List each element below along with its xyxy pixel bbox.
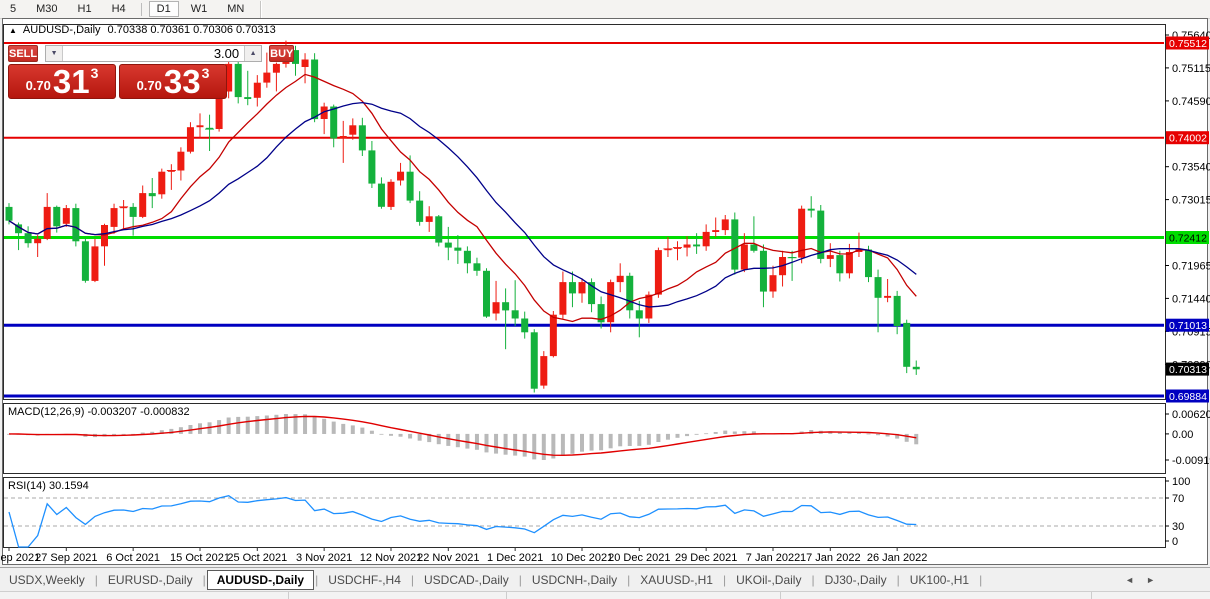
svg-text:30: 30	[1172, 521, 1184, 533]
timeframe-button-w1[interactable]: W1	[190, 3, 208, 15]
svg-text:0.71965: 0.71965	[1172, 261, 1210, 273]
svg-text:MACD(12,26,9) -0.003207 -0.000: MACD(12,26,9) -0.003207 -0.000832	[8, 406, 190, 418]
tab-separator: |	[315, 573, 319, 587]
status-segment	[0, 592, 289, 599]
svg-text:15 Oct 2021: 15 Oct 2021	[170, 552, 230, 564]
tab-separator: |	[410, 573, 415, 587]
bid-price-pips: 31	[52, 63, 90, 100]
ask-price-button[interactable]: 0.70 33 3	[119, 64, 227, 99]
tab-separator: |	[627, 573, 631, 587]
volume-decrease-icon[interactable]: ▼	[46, 46, 64, 61]
tab-usdcnh-daily[interactable]: USDCNH-,Daily	[531, 573, 618, 587]
svg-text:0.73015: 0.73015	[1172, 195, 1210, 207]
tab-separator: |	[518, 573, 522, 587]
tab-separator: |	[896, 573, 900, 587]
chart-ohlc-values: 0.70338 0.70361 0.70306 0.70313	[107, 24, 276, 36]
timeframe-button-m30[interactable]: M30	[36, 3, 58, 15]
chart-title: ▲ AUDUSD-,Daily 0.70338 0.70361 0.70306 …	[9, 24, 276, 36]
svg-text:0.70313: 0.70313	[1169, 364, 1207, 376]
svg-text:7 Jan 2022: 7 Jan 2022	[746, 552, 800, 564]
timeframe-button-d1[interactable]: D1	[148, 1, 179, 17]
svg-text:25 Oct 2021: 25 Oct 2021	[227, 552, 287, 564]
svg-text:27 Sep 2021: 27 Sep 2021	[35, 552, 97, 564]
svg-text:22 Nov 2021: 22 Nov 2021	[417, 552, 479, 564]
svg-text:100: 100	[1172, 476, 1190, 488]
status-segment	[781, 592, 1092, 599]
ask-price-prefix: 0.70	[136, 78, 162, 93]
svg-text:0.71013: 0.71013	[1169, 320, 1207, 332]
tab-usdchf-h4[interactable]: USDCHF-,H4	[328, 573, 401, 587]
volume-input[interactable]	[63, 46, 245, 61]
timeframe-button-h1[interactable]: H1	[77, 3, 92, 15]
svg-text:0.71440: 0.71440	[1172, 293, 1210, 305]
svg-text:26 Jan 2022: 26 Jan 2022	[867, 552, 928, 564]
bid-price-button[interactable]: 0.70 31 3	[8, 64, 116, 99]
chart-symbol-label: AUDUSD-,Daily	[22, 24, 101, 36]
one-click-trade-panel: SELL ▼ ▲ BUY 0.70 31 3 0.70 33 3	[8, 45, 295, 99]
tab-separator: |	[722, 573, 727, 587]
tab-scroll-left-icon[interactable]: ◄	[1125, 575, 1135, 585]
tab-usdx-weekly[interactable]: USDX,Weekly	[9, 573, 85, 587]
timeframe-toolbar: 5 M30 H1 H4 D1 W1 MN	[0, 0, 1210, 19]
tab-uk100-h1[interactable]: UK100-,H1	[909, 573, 970, 587]
bid-price-prefix: 0.70	[25, 78, 51, 93]
svg-text:0.00: 0.00	[1172, 429, 1193, 441]
tab-separator: |	[94, 573, 98, 587]
timeframe-button-mn[interactable]: MN	[227, 3, 245, 15]
svg-text:RSI(14) 30.1594: RSI(14) 30.1594	[8, 480, 89, 492]
svg-text:0.74590: 0.74590	[1172, 96, 1210, 108]
ask-price-pips: 33	[163, 63, 201, 100]
svg-text:12 Nov 2021: 12 Nov 2021	[360, 552, 422, 564]
svg-text:0.74002: 0.74002	[1169, 133, 1207, 145]
svg-text:17 Jan 2022: 17 Jan 2022	[800, 552, 861, 564]
status-segment	[507, 592, 781, 599]
volume-stepper: ▼ ▲	[45, 45, 263, 62]
svg-text:0.006201: 0.006201	[1172, 409, 1210, 421]
tab-scroll-right-icon[interactable]: ►	[1146, 575, 1155, 585]
status-bar	[0, 591, 1210, 599]
tab-separator: |	[811, 573, 815, 587]
svg-text:0.72412: 0.72412	[1169, 233, 1207, 245]
sell-button[interactable]: SELL	[8, 45, 39, 62]
chart-tab-bar: USDX,Weekly | EURUSD-,Daily | AUDUSD-,Daily |…	[0, 567, 1210, 592]
svg-text:0.69884: 0.69884	[1169, 391, 1207, 403]
tab-ukoil-daily[interactable]: UKOil-,Daily	[736, 573, 802, 587]
volume-increase-icon[interactable]: ▲	[244, 46, 262, 61]
tab-separator: |	[979, 573, 983, 587]
svg-text:10 Dec 2021: 10 Dec 2021	[551, 552, 613, 564]
svg-text:0.75115: 0.75115	[1172, 63, 1210, 75]
svg-text:6 Oct 2021: 6 Oct 2021	[106, 552, 160, 564]
toolbar-section-divider	[260, 0, 263, 18]
buy-button[interactable]: BUY	[269, 45, 295, 62]
svg-text:29 Dec 2021: 29 Dec 2021	[675, 552, 737, 564]
collapse-arrow-icon[interactable]: ▲	[9, 25, 17, 35]
svg-text:-0.009197: -0.009197	[1172, 455, 1210, 467]
timeframe-button-5[interactable]: 5	[10, 3, 17, 15]
tab-eurusd-daily[interactable]: EURUSD-,Daily	[107, 573, 193, 587]
svg-text:1 Dec 2021: 1 Dec 2021	[487, 552, 543, 564]
ask-price-point: 3	[201, 65, 210, 81]
tab-audusd-daily[interactable]: AUDUSD-,Daily	[206, 570, 315, 590]
svg-text:17 Sep 2021: 17 Sep 2021	[0, 552, 40, 564]
svg-text:3 Nov 2021: 3 Nov 2021	[296, 552, 352, 564]
svg-text:20 Dec 2021: 20 Dec 2021	[608, 552, 670, 564]
tab-dj30-daily[interactable]: DJ30-,Daily	[824, 573, 887, 587]
svg-text:70: 70	[1172, 493, 1184, 505]
tab-xauusd-h1[interactable]: XAUUSD-,H1	[640, 573, 713, 587]
svg-text:0: 0	[1172, 536, 1178, 548]
svg-text:0.75512: 0.75512	[1169, 38, 1207, 50]
timeframe-button-h4[interactable]: H4	[111, 3, 126, 15]
tab-usdcad-daily[interactable]: USDCAD-,Daily	[424, 573, 509, 587]
status-segment	[289, 592, 507, 599]
bid-price-point: 3	[90, 65, 99, 81]
toolbar-group-separator	[140, 2, 142, 16]
tab-separator: |	[202, 573, 206, 587]
svg-text:0.73540: 0.73540	[1172, 162, 1210, 174]
